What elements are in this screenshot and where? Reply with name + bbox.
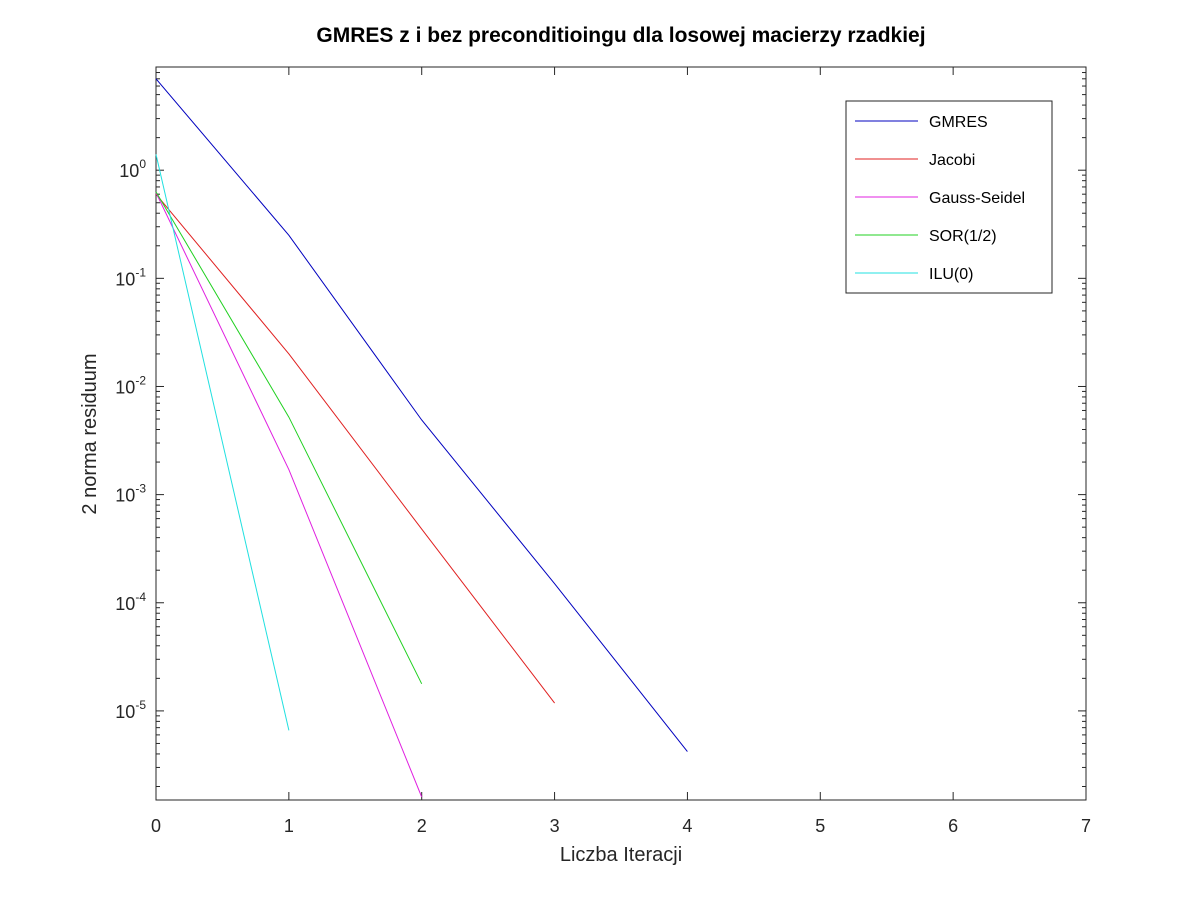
y-tick-label: 10-5 [115,698,146,722]
y-axis-label: 2 norma residuum [79,353,101,514]
x-tick-label: 6 [948,816,958,836]
x-tick-label: 0 [151,816,161,836]
chart-title: GMRES z i bez preconditioingu dla losowe… [316,24,925,47]
x-tick-label: 4 [682,816,692,836]
x-tick-label: 5 [815,816,825,836]
legend-label-sor-1-2: SOR(1/2) [929,228,997,245]
x-tick-label: 1 [284,816,294,836]
y-tick-label: 10-1 [115,265,146,289]
series-lines [155,78,688,798]
x-tick-label: 7 [1081,816,1091,836]
y-tick-label: 10-3 [115,482,146,506]
x-tick-label: 2 [417,816,427,836]
legend-label-ilu-0: ILU(0) [929,266,973,283]
series-line-jacobi [155,193,555,704]
legend: GMRES Jacobi Gauss-Seidel SOR(1/2) ILU(0) [845,100,1053,294]
legend-label-gauss-seidel: Gauss-Seidel [929,190,1025,207]
y-tick-label: 100 [119,157,146,181]
series-line-ilu-0 [155,154,290,731]
axis-ticks: 0 1 2 3 4 5 6 7 10-5 10-4 10-3 10-2 10-1 100 [115,66,1091,836]
y-tick-label: 10-2 [115,373,146,397]
series-line-gauss-seidel [155,192,423,798]
series-line-gmres [155,78,688,752]
legend-label-jacobi: Jacobi [929,152,975,169]
x-tick-label: 3 [550,816,560,836]
legend-label-gmres: GMRES [929,114,988,131]
y-tick-label: 10-4 [115,590,146,614]
series-line-sor-1-2 [155,191,423,685]
x-axis-label: Liczba Iteracji [560,844,682,866]
